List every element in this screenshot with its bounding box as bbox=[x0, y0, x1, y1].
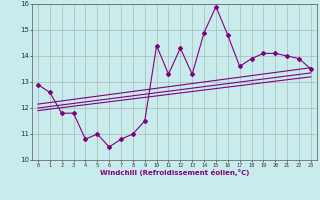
X-axis label: Windchill (Refroidissement éolien,°C): Windchill (Refroidissement éolien,°C) bbox=[100, 169, 249, 176]
